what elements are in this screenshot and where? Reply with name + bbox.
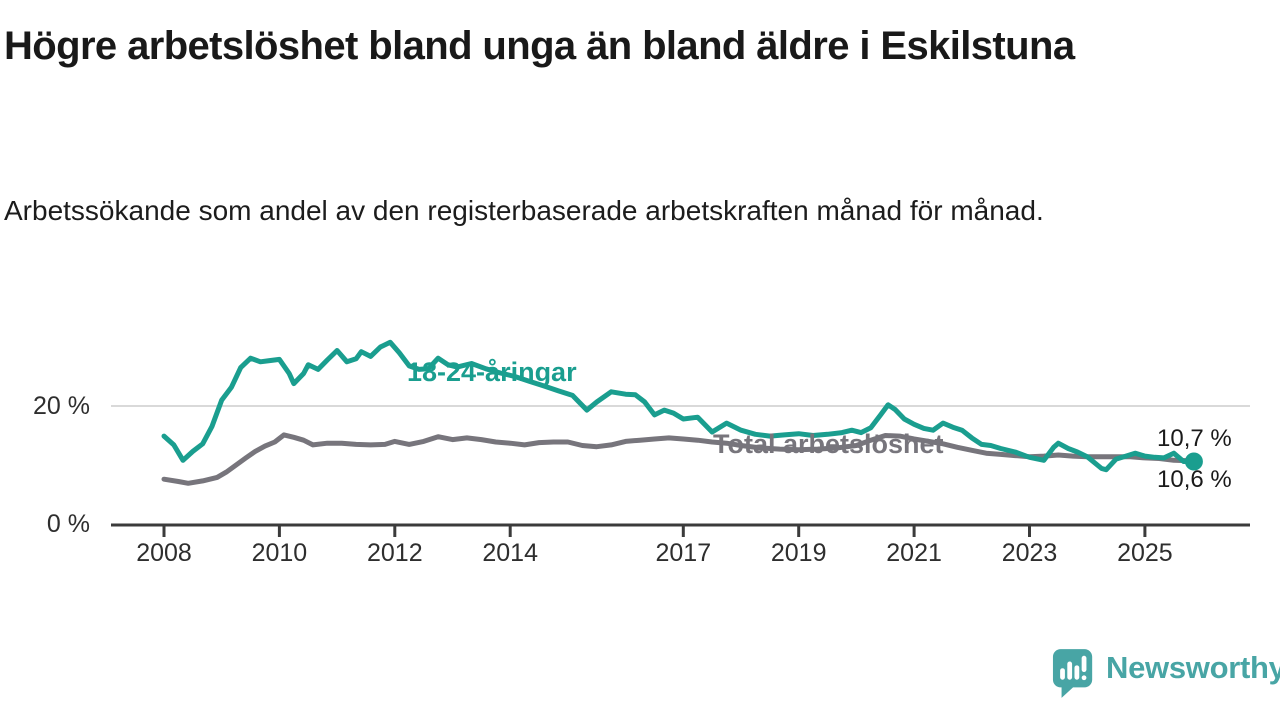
newsworthy-logo-text: Newsworthy: [1106, 650, 1280, 685]
x-tick-label: 2012: [366, 539, 423, 567]
x-tick-label: 2017: [655, 539, 712, 567]
bar-chart-glyph: [1060, 655, 1087, 681]
series-end-dot: [1184, 452, 1203, 471]
page-title: Högre arbetslöshet bland unga än bland ä…: [4, 24, 1075, 68]
speech-bubble-shape: [1052, 649, 1093, 698]
x-tick-label: 2025: [1117, 539, 1173, 567]
page-subtitle: Arbetssökande som andel av den registerb…: [4, 195, 1044, 226]
x-tick-label: 2023: [1001, 539, 1058, 567]
series-line-total: [161, 432, 1197, 486]
y-tick-label: 0 %: [46, 510, 90, 538]
series-line-youth: [161, 339, 1197, 473]
series-label-total: Total arbetslöshet: [713, 429, 944, 459]
x-tick-label: 2010: [251, 539, 308, 567]
x-tick-label: 2008: [136, 539, 192, 567]
end-value-label-total: 10,7 %: [1157, 425, 1232, 452]
newsworthy-logo-icon: [1052, 649, 1093, 698]
y-tick-label: 20 %: [33, 392, 90, 420]
x-tick-label: 2014: [482, 539, 538, 567]
end-value-label-youth: 10,6 %: [1157, 466, 1232, 493]
newsworthy-logo: Newsworthy: [1052, 648, 1280, 698]
x-tick-label: 2019: [770, 539, 827, 567]
x-tick-label: 2021: [886, 539, 942, 567]
series-label-youth: 18-24-åringar: [407, 357, 577, 387]
